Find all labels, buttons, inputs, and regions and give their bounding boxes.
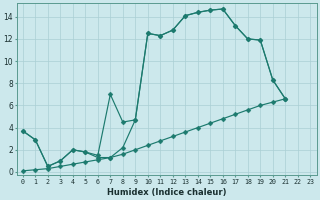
X-axis label: Humidex (Indice chaleur): Humidex (Indice chaleur) <box>107 188 226 197</box>
